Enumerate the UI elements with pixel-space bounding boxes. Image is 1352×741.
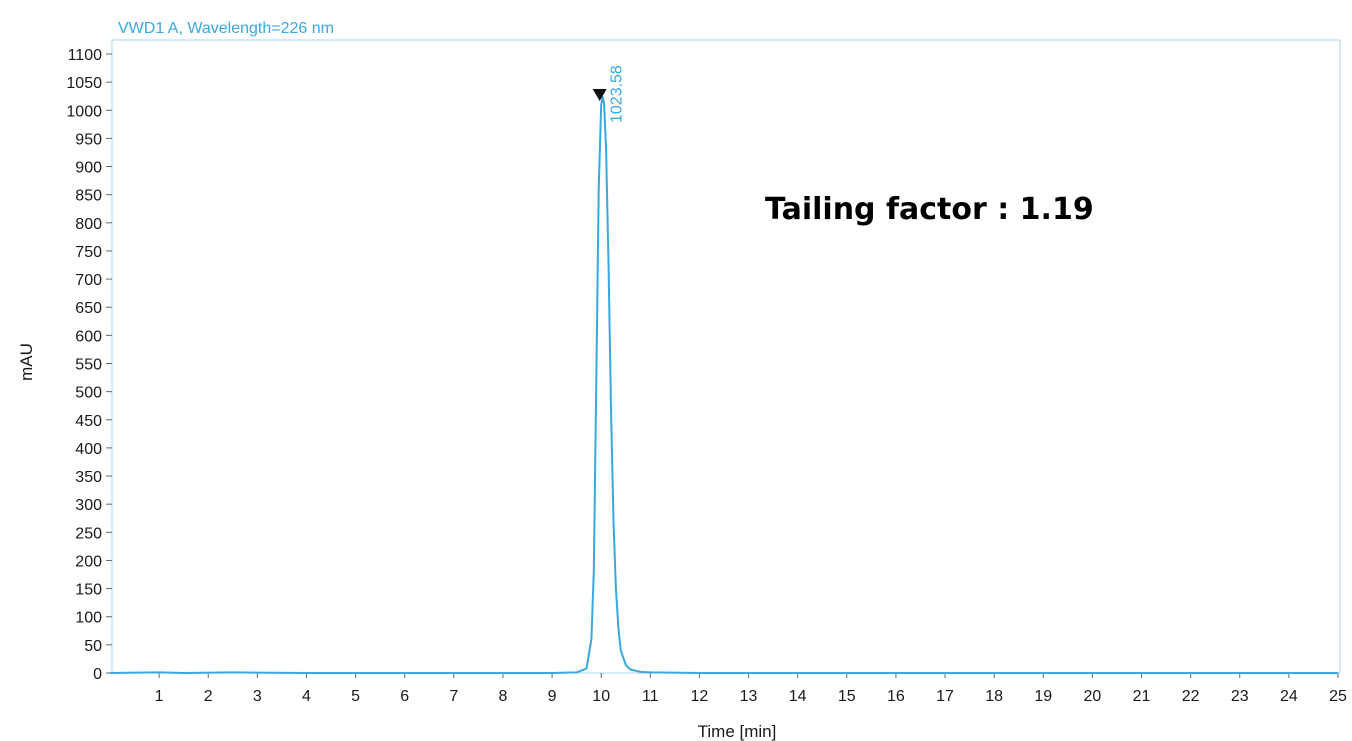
x-tick-label: 1 — [155, 688, 164, 705]
y-tick-label: 50 — [84, 638, 102, 655]
x-tick-label: 13 — [740, 688, 758, 705]
x-tick-label: 11 — [642, 688, 659, 705]
x-tick-label: 8 — [499, 688, 508, 705]
x-tick-label: 6 — [400, 688, 409, 705]
y-tick-label: 200 — [75, 553, 102, 570]
y-tick-label: 400 — [75, 441, 102, 458]
x-tick-label: 21 — [1133, 688, 1151, 705]
y-tick-label: 350 — [75, 469, 102, 486]
y-tick-label: 700 — [75, 272, 102, 289]
x-tick-label: 15 — [838, 688, 856, 705]
chart-title: VWD1 A, Wavelength=226 nm — [118, 20, 334, 37]
x-tick-label: 12 — [691, 688, 709, 705]
y-tick-label: 250 — [75, 525, 102, 542]
y-tick-label: 600 — [75, 328, 102, 345]
x-axis-title: Time [min] — [698, 722, 777, 741]
x-tick-label: 23 — [1231, 688, 1249, 705]
y-tick-label: 450 — [75, 413, 102, 430]
y-tick-label: 1000 — [66, 103, 102, 120]
x-tick-label: 16 — [887, 688, 905, 705]
x-tick-label: 17 — [936, 688, 954, 705]
y-tick-label: 750 — [75, 244, 102, 261]
y-tick-label: 100 — [75, 610, 102, 627]
y-tick-label: 950 — [75, 131, 102, 148]
y-tick-label: 150 — [75, 582, 102, 599]
x-tick-label: 2 — [204, 688, 213, 705]
chromatogram-trace — [109, 96, 1338, 674]
plot-frame — [111, 39, 1341, 674]
x-tick-label: 22 — [1182, 688, 1200, 705]
x-tick-label: 10 — [592, 688, 610, 705]
x-tick-label: 7 — [449, 688, 458, 705]
y-tick-label: 0 — [93, 666, 102, 683]
x-tick-label: 20 — [1084, 688, 1102, 705]
x-axis: 1 2 3 4 5 6 7 8 9 10 11 12 13 14 15 16 17 18 19 20 21 22 23 24 2… — [155, 673, 1347, 705]
y-tick-label: 650 — [75, 300, 102, 317]
x-tick-label: 5 — [351, 688, 360, 705]
x-tick-label: 14 — [789, 688, 807, 705]
y-axis-title: mAU — [17, 343, 36, 381]
x-tick-label: 25 — [1329, 688, 1347, 705]
y-axis: 0 50 100 150 200 250 300 350 400 450 500 550 600 650 7… — [66, 47, 112, 683]
y-tick-label: 300 — [75, 497, 102, 514]
x-tick-label: 4 — [302, 688, 311, 705]
peak-marker-triangle — [592, 89, 607, 102]
y-tick-label: 1100 — [68, 47, 103, 64]
y-tick-label: 1050 — [66, 75, 102, 92]
x-tick-label: 24 — [1280, 688, 1298, 705]
x-tick-label: 3 — [253, 688, 262, 705]
tailing-factor-annotation: Tailing factor : 1.19 — [765, 192, 1094, 227]
y-tick-label: 550 — [75, 357, 102, 374]
peak-retention-label: 1023.58 — [609, 65, 626, 123]
y-tick-label: 850 — [75, 188, 102, 205]
x-tick-label: 19 — [1034, 688, 1052, 705]
y-tick-label: 800 — [75, 216, 102, 233]
y-tick-label: 900 — [75, 160, 102, 177]
x-tick-label: 9 — [548, 688, 557, 705]
y-tick-label: 500 — [75, 385, 102, 402]
x-tick-label: 18 — [985, 688, 1003, 705]
